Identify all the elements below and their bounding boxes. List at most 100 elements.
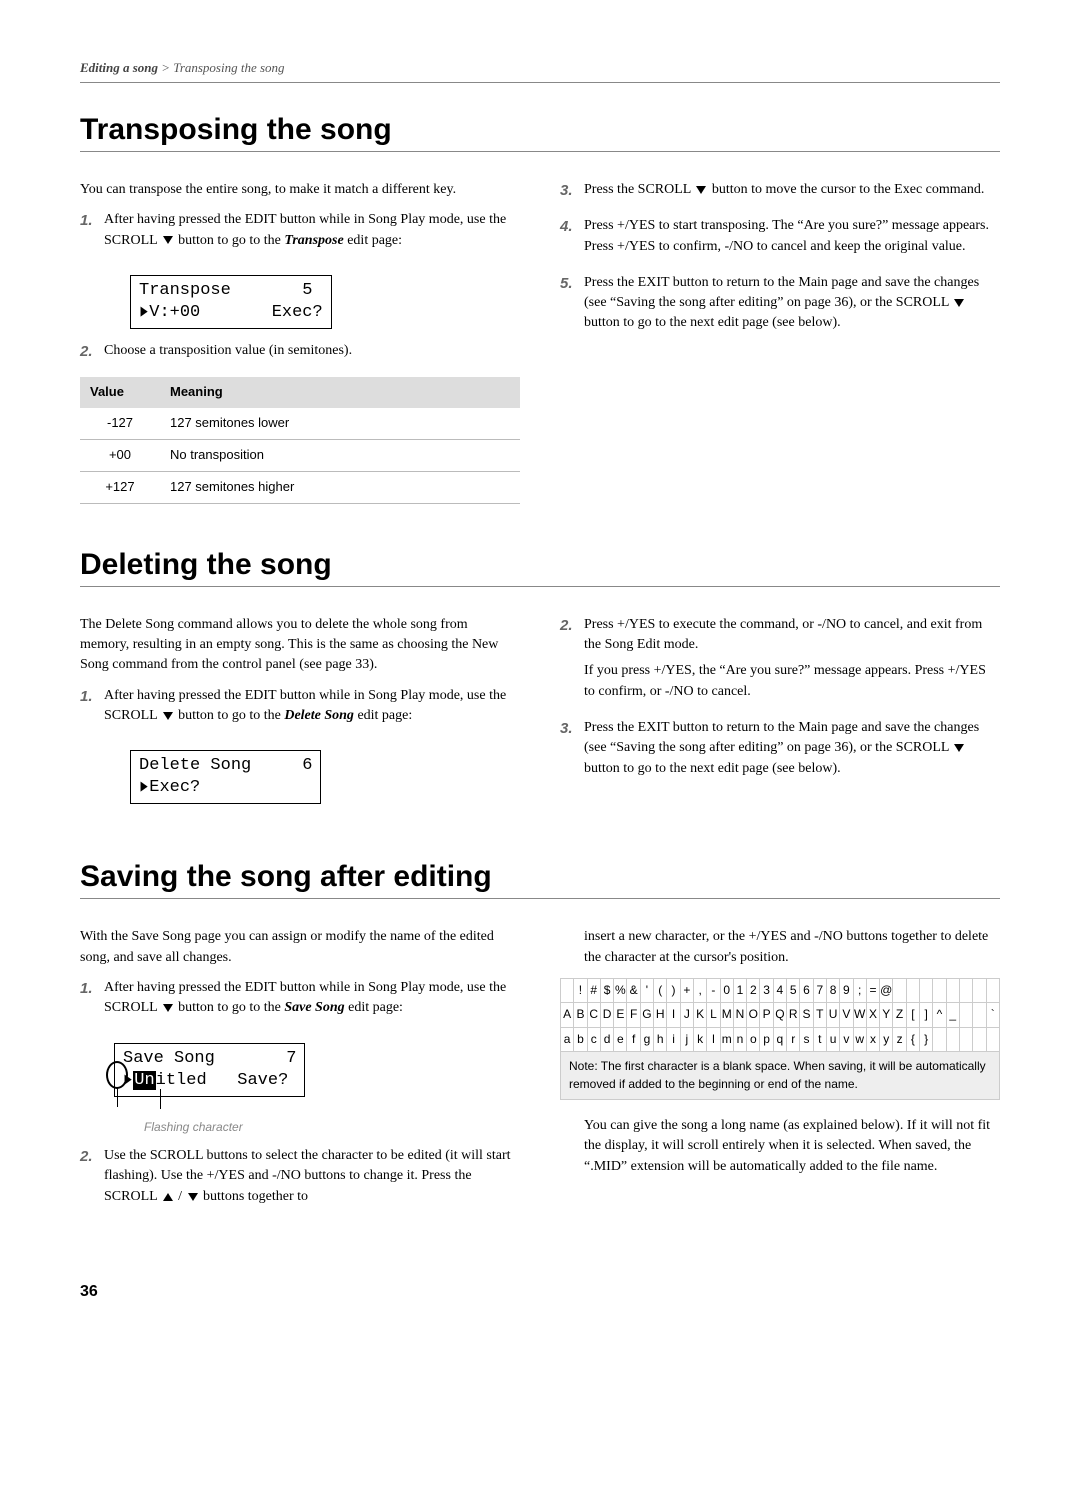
down-triangle-icon xyxy=(163,1004,173,1012)
step-num: 3. xyxy=(560,180,584,206)
save-right-col: insert a new character, or the +/YES and… xyxy=(560,927,1000,1223)
step-num: 1. xyxy=(80,686,104,733)
char-cell: X xyxy=(866,1003,879,1027)
char-cell: ^ xyxy=(933,1003,946,1027)
char-cell: _ xyxy=(946,1003,959,1027)
up-triangle-icon xyxy=(163,1193,173,1201)
char-cell xyxy=(933,1027,946,1051)
save-right-p1: insert a new character, or the +/YES and… xyxy=(584,927,1000,968)
lcd-highlight: Un xyxy=(133,1071,155,1090)
breadcrumb: Editing a song > Transposing the song xyxy=(80,60,1000,76)
th-meaning: Meaning xyxy=(160,377,520,408)
flash-caption: Flashing character xyxy=(144,1119,520,1136)
char-cell: O xyxy=(747,1003,760,1027)
save-step1: After having pressed the EDIT button whi… xyxy=(104,978,520,1019)
char-cell: ` xyxy=(986,1003,1000,1027)
char-cell: L xyxy=(707,1003,720,1027)
char-cell: A xyxy=(561,1003,574,1027)
table-cell: 127 semitones higher xyxy=(160,471,520,503)
section-title-delete: Deleting the song xyxy=(80,548,1000,587)
char-cell: b xyxy=(574,1027,587,1051)
down-triangle-icon xyxy=(954,299,964,307)
char-cell: q xyxy=(773,1027,786,1051)
transpose-intro: You can transpose the entire song, to ma… xyxy=(80,180,520,200)
save-step2: Use the SCROLL buttons to select the cha… xyxy=(104,1146,520,1207)
char-cell: } xyxy=(920,1027,933,1051)
down-triangle-icon xyxy=(954,744,964,752)
transpose-left-col: You can transpose the entire song, to ma… xyxy=(80,180,520,504)
char-cell: N xyxy=(733,1003,746,1027)
char-cell: E xyxy=(614,1003,627,1027)
char-cell: F xyxy=(627,1003,640,1027)
char-cell: [ xyxy=(906,1003,919,1027)
char-cell: j xyxy=(680,1027,693,1051)
char-cell: 1 xyxy=(733,979,746,1003)
char-cell: { xyxy=(906,1027,919,1051)
transpose-step5: Press the EXIT button to return to the M… xyxy=(584,273,1000,334)
delete-step2: Press +/YES to execute the command, or -… xyxy=(584,615,1000,656)
char-cell: s xyxy=(800,1027,813,1051)
char-cell: W xyxy=(853,1003,866,1027)
char-cell: 9 xyxy=(840,979,853,1003)
char-cell: - xyxy=(707,979,720,1003)
char-cell: n xyxy=(733,1027,746,1051)
char-cell: z xyxy=(893,1027,906,1051)
cursor-icon: ▶ xyxy=(141,302,148,324)
annotation-circle-icon xyxy=(106,1061,128,1089)
delete-step2p2: If you press +/YES, the “Are you sure?” … xyxy=(584,661,1000,702)
char-cell xyxy=(959,979,972,1003)
char-cell: I xyxy=(667,1003,680,1027)
table-cell: 127 semitones lower xyxy=(160,408,520,439)
table-cell: +00 xyxy=(80,440,160,472)
section-title-save: Saving the song after editing xyxy=(80,860,1000,899)
char-cell: y xyxy=(880,1027,893,1051)
save-left-col: With the Save Song page you can assign o… xyxy=(80,927,520,1223)
delete-right-col: 2. Press +/YES to execute the command, o… xyxy=(560,615,1000,817)
down-triangle-icon xyxy=(163,712,173,720)
table-cell: No transposition xyxy=(160,440,520,472)
char-cell xyxy=(946,979,959,1003)
char-cell: u xyxy=(826,1027,839,1051)
char-cell: e xyxy=(614,1027,627,1051)
char-cell: ] xyxy=(920,1003,933,1027)
down-triangle-icon xyxy=(188,1193,198,1201)
char-cell: = xyxy=(866,979,879,1003)
char-cell: 8 xyxy=(826,979,839,1003)
char-cell: P xyxy=(760,1003,773,1027)
down-triangle-icon xyxy=(696,186,706,194)
char-cell: @ xyxy=(880,979,893,1003)
section-title-transpose: Transposing the song xyxy=(80,113,1000,152)
char-cell: J xyxy=(680,1003,693,1027)
char-cell xyxy=(959,1027,972,1051)
breadcrumb-bold: Editing a song xyxy=(80,60,158,75)
char-cell: V xyxy=(840,1003,853,1027)
char-cell: 3 xyxy=(760,979,773,1003)
char-cell: ! xyxy=(574,979,587,1003)
char-cell xyxy=(973,1027,986,1051)
char-cell: 5 xyxy=(787,979,800,1003)
breadcrumb-rest: > Transposing the song xyxy=(158,60,285,75)
save-lcd-wrap: Save Song 7 ▶Unitled Save? xyxy=(114,1043,305,1097)
char-cell: # xyxy=(587,979,600,1003)
char-cell: + xyxy=(680,979,693,1003)
char-cell: Q xyxy=(773,1003,786,1027)
step-num: 2. xyxy=(560,615,584,708)
char-cell: t xyxy=(813,1027,826,1051)
character-table: !#$%&'()+,-0123456789;=@ ABCDEFGHIJKLMNO… xyxy=(560,978,1000,1052)
transpose-step1: After having pressed the EDIT button whi… xyxy=(104,210,520,251)
char-cell: h xyxy=(654,1027,667,1051)
char-cell xyxy=(933,979,946,1003)
char-cell: R xyxy=(787,1003,800,1027)
char-cell: l xyxy=(707,1027,720,1051)
character-table-note: Note: The first character is a blank spa… xyxy=(560,1052,1000,1100)
char-cell: ' xyxy=(640,979,653,1003)
char-cell: G xyxy=(640,1003,653,1027)
char-cell: 0 xyxy=(720,979,733,1003)
transpose-step3: Press the SCROLL button to move the curs… xyxy=(584,180,1000,200)
save-lcd: Save Song 7 ▶Unitled Save? xyxy=(114,1043,305,1097)
annotation-line-icon xyxy=(117,1087,118,1107)
char-cell xyxy=(906,979,919,1003)
delete-step1: After having pressed the EDIT button whi… xyxy=(104,686,520,727)
annotation-line-icon xyxy=(160,1089,161,1109)
header-rule xyxy=(80,82,1000,83)
